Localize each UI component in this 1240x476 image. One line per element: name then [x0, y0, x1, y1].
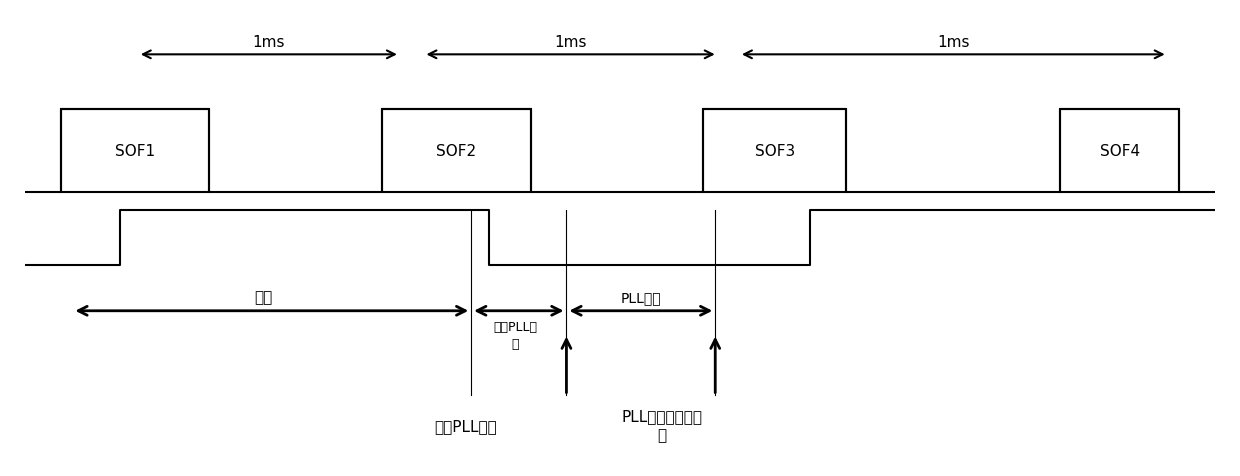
Bar	[1060, 110, 1179, 192]
Text: SOF1: SOF1	[115, 144, 155, 159]
Text: 配置PLL参数: 配置PLL参数	[434, 418, 497, 433]
Text: SOF3: SOF3	[755, 144, 795, 159]
Text: 计算PLL参
数: 计算PLL参 数	[494, 320, 537, 350]
Bar	[61, 110, 210, 192]
Bar	[703, 110, 846, 192]
Text: SOF4: SOF4	[1100, 144, 1140, 159]
Text: 计数: 计数	[254, 289, 272, 304]
Text: 1ms: 1ms	[253, 35, 285, 50]
Text: PLL锁定: PLL锁定	[621, 290, 662, 304]
Text: PLL校准后时钟输
出: PLL校准后时钟输 出	[621, 408, 702, 443]
Text: 1ms: 1ms	[554, 35, 587, 50]
Text: SOF2: SOF2	[436, 144, 476, 159]
Bar	[382, 110, 531, 192]
Text: 1ms: 1ms	[937, 35, 970, 50]
